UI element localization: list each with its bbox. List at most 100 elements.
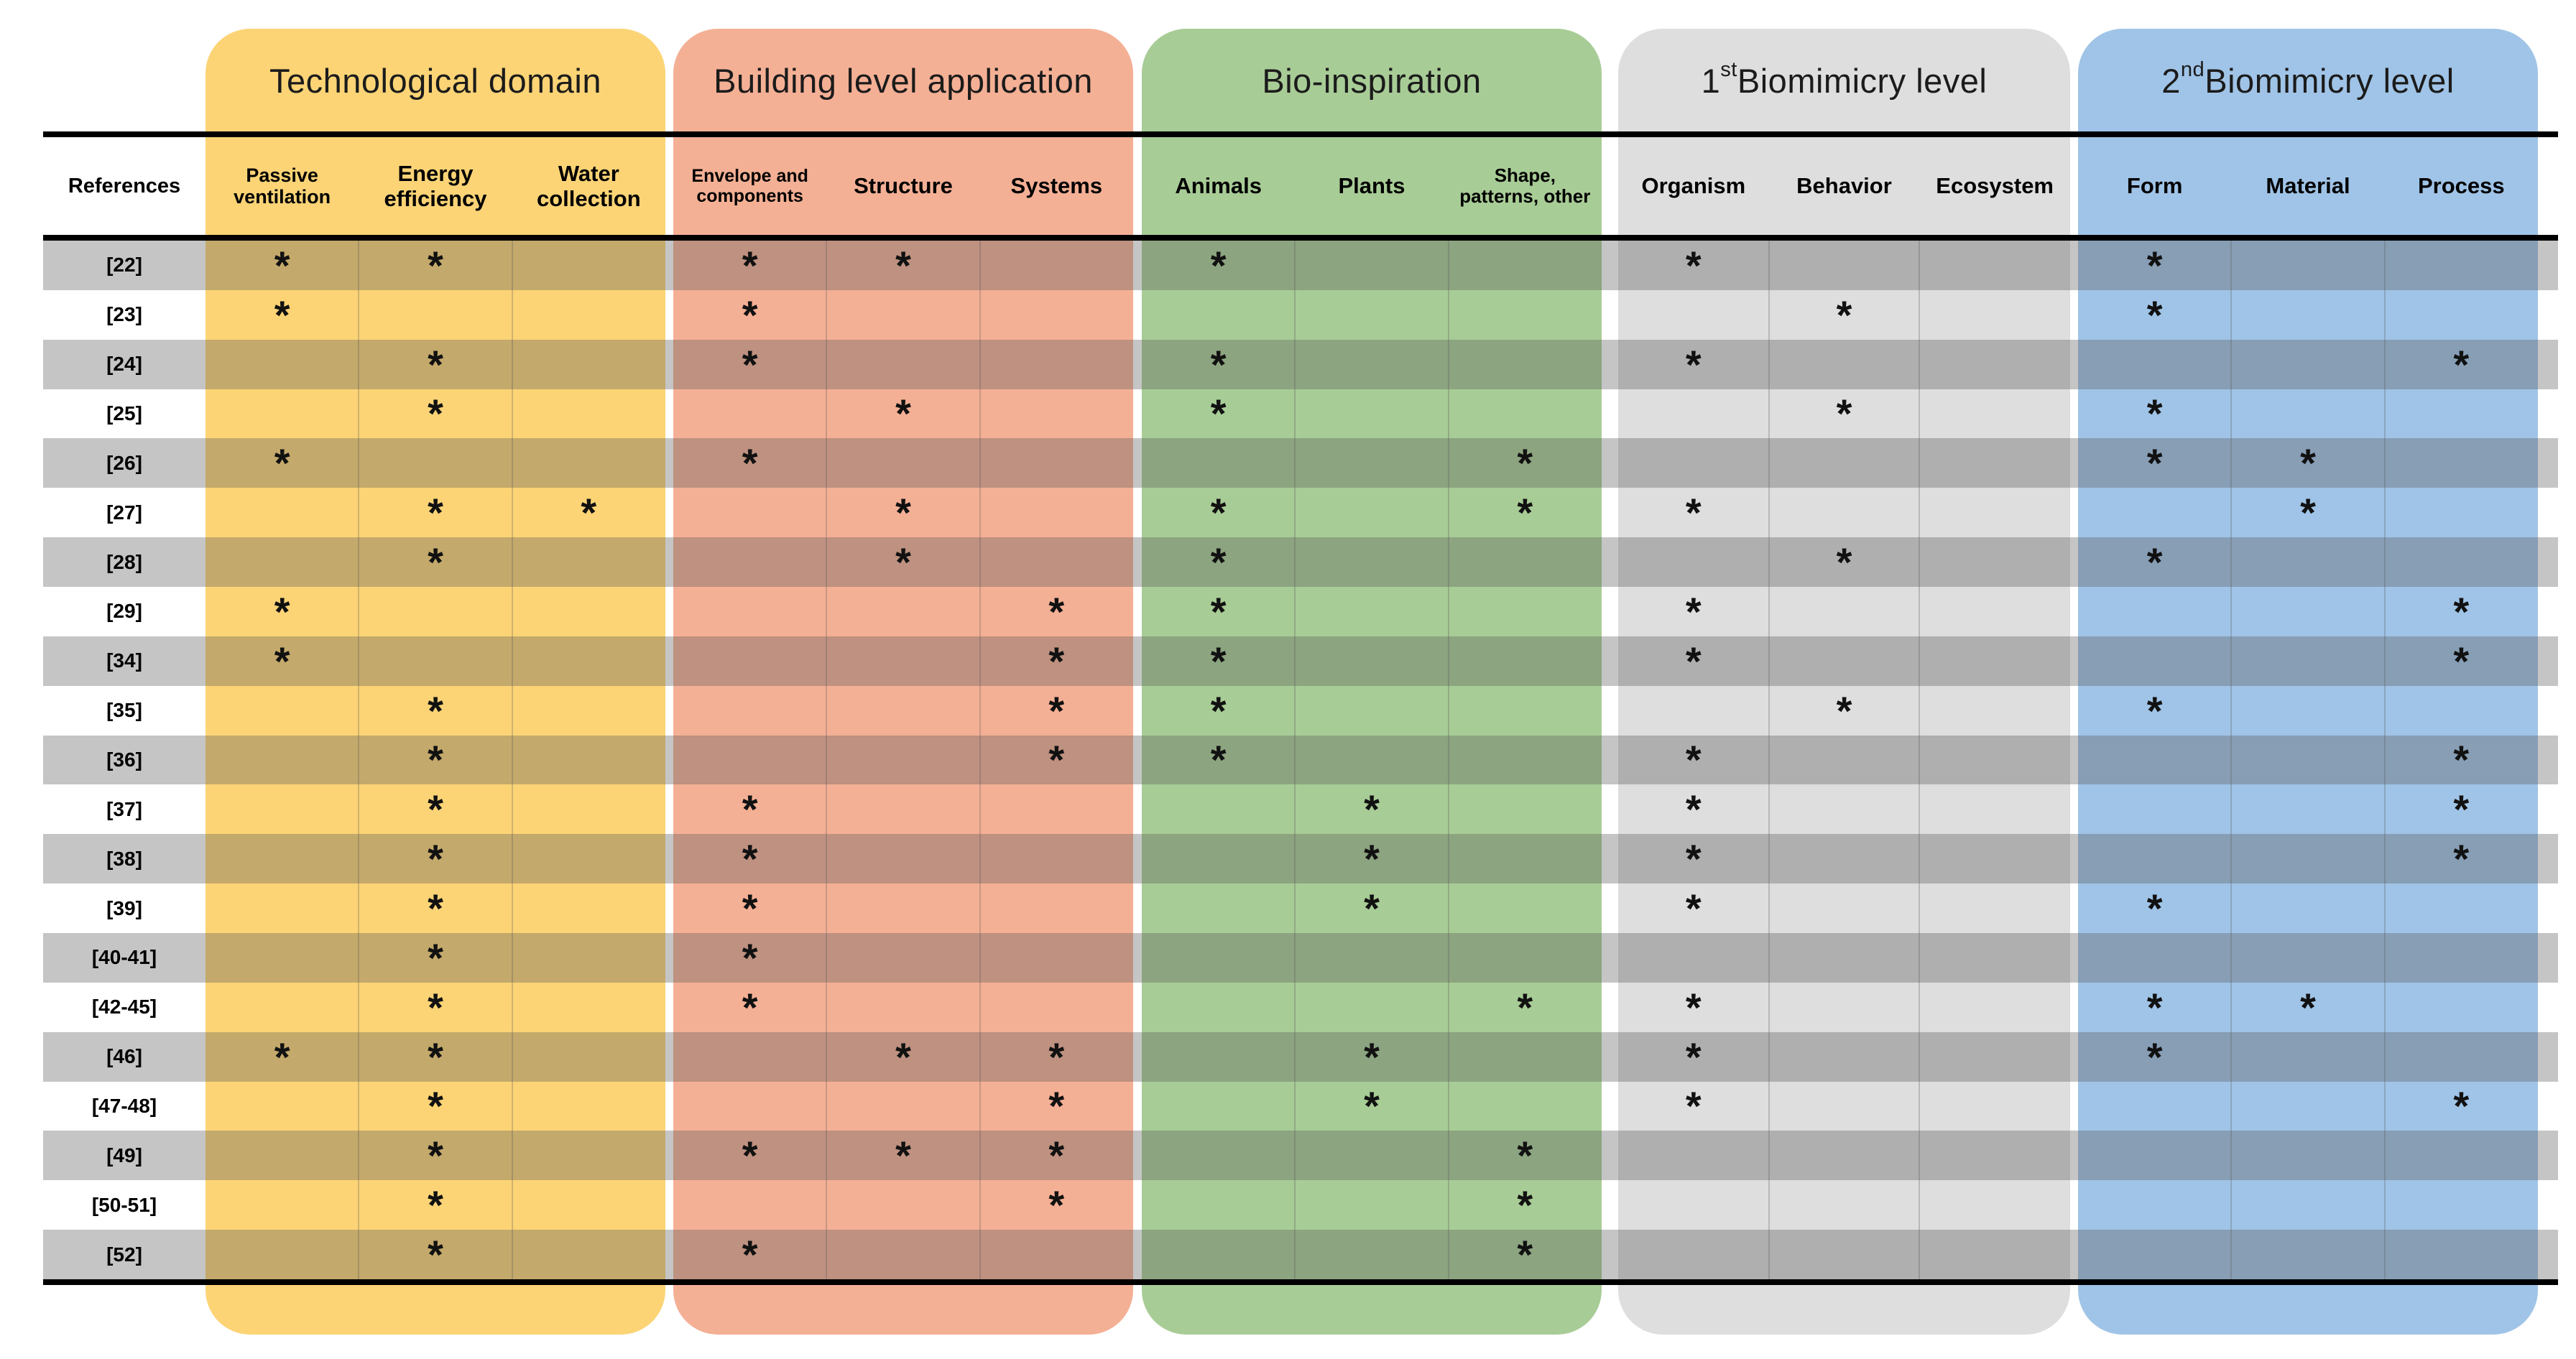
mark-cell: * bbox=[1364, 886, 1380, 932]
group-pill-technological-domain bbox=[206, 29, 665, 1335]
mark-cell: * bbox=[1517, 440, 1533, 486]
mark-cell: * bbox=[2453, 341, 2470, 387]
reference-label: [26] bbox=[106, 451, 142, 474]
mark-cell: * bbox=[1364, 1034, 1380, 1080]
row-stripe bbox=[43, 1031, 2558, 1082]
mark-cell: * bbox=[1364, 787, 1380, 832]
column-separator bbox=[979, 241, 981, 1279]
mark-cell: * bbox=[581, 490, 597, 536]
mark-cell: * bbox=[274, 292, 290, 338]
row-stripe bbox=[43, 438, 2558, 488]
mark-cell: * bbox=[742, 292, 758, 338]
mark-cell: * bbox=[428, 737, 443, 783]
mark-cell: * bbox=[895, 242, 911, 288]
group-title-pre: 1 bbox=[1701, 61, 1721, 100]
group-pill-1-biomimicry-level bbox=[1618, 29, 2070, 1335]
mark-cell: * bbox=[895, 1034, 911, 1080]
mark-cell: * bbox=[1210, 341, 1227, 387]
reference-label: [38] bbox=[106, 847, 142, 870]
column-header-passive-ventilation: Passive ventilation bbox=[234, 164, 331, 208]
mark-cell: * bbox=[2453, 787, 2470, 832]
reference-label: [50-51] bbox=[91, 1193, 157, 1216]
mark-cell: * bbox=[428, 490, 443, 536]
column-header-organism: Organism bbox=[1641, 173, 1746, 199]
mark-cell: * bbox=[2146, 292, 2163, 338]
mark-cell: * bbox=[1210, 490, 1227, 536]
mark-cell: * bbox=[1685, 787, 1702, 832]
mark-cell: * bbox=[1210, 737, 1227, 783]
mark-cell: * bbox=[274, 440, 290, 486]
mark-cell: * bbox=[1210, 588, 1227, 634]
column-header-water-collection: Water collection bbox=[536, 160, 641, 211]
group-title-post: Biomimicry level bbox=[1737, 61, 1988, 100]
mark-cell: * bbox=[2453, 638, 2470, 684]
group-title-sup: nd bbox=[2180, 57, 2205, 81]
mark-cell: * bbox=[1048, 1083, 1065, 1129]
reference-label: [22] bbox=[106, 254, 142, 277]
mark-cell: * bbox=[1210, 539, 1227, 585]
mark-cell: * bbox=[1836, 391, 1852, 437]
mark-cell: * bbox=[428, 1034, 443, 1080]
mark-cell: * bbox=[1685, 984, 1702, 1030]
mark-cell: * bbox=[428, 687, 443, 733]
mark-cell: * bbox=[1517, 984, 1533, 1030]
row-stripe bbox=[43, 636, 2558, 686]
column-header-shape-patterns-other: Shape, patterns, other bbox=[1459, 164, 1591, 207]
group-title-pre: 2 bbox=[2161, 61, 2181, 100]
table-rule-top bbox=[43, 131, 2558, 137]
column-header-plants: Plants bbox=[1338, 173, 1405, 199]
mark-cell: * bbox=[1836, 687, 1852, 733]
mark-cell: * bbox=[428, 539, 443, 585]
group-title-building-level-application: Building level application bbox=[673, 45, 1133, 116]
column-header-material: Material bbox=[2266, 173, 2350, 199]
mark-cell: * bbox=[2146, 391, 2163, 437]
reference-label: [47-48] bbox=[91, 1094, 157, 1117]
mark-cell: * bbox=[1685, 1034, 1702, 1080]
mark-cell: * bbox=[2146, 687, 2163, 733]
row-stripe bbox=[43, 1230, 2558, 1279]
group-title-sup: st bbox=[1720, 57, 1737, 81]
reference-label: [25] bbox=[106, 402, 142, 425]
row-stripe bbox=[43, 932, 2558, 983]
mark-cell: * bbox=[1210, 242, 1227, 288]
mark-cell: * bbox=[428, 787, 443, 832]
column-header-structure: Structure bbox=[854, 173, 953, 199]
mark-cell: * bbox=[2453, 836, 2470, 882]
column-header-behavior: Behavior bbox=[1796, 173, 1892, 199]
row-stripe bbox=[43, 735, 2558, 785]
mark-cell: * bbox=[742, 440, 758, 486]
mark-cell: * bbox=[742, 787, 758, 832]
mark-cell: * bbox=[2453, 588, 2470, 634]
table-rule-bottom bbox=[43, 1279, 2558, 1285]
mark-cell: * bbox=[2300, 984, 2316, 1030]
mark-cell: * bbox=[428, 984, 443, 1030]
group-title-bio-inspiration: Bio-inspiration bbox=[1142, 45, 1602, 116]
column-header-energy-efficiency: Energy efficiency bbox=[384, 160, 487, 211]
mark-cell: * bbox=[742, 886, 758, 932]
reference-label: [34] bbox=[106, 649, 142, 672]
mark-cell: * bbox=[2300, 440, 2316, 486]
group-title-technological-domain: Technological domain bbox=[206, 45, 665, 116]
mark-cell: * bbox=[1685, 242, 1702, 288]
mark-cell: * bbox=[2300, 490, 2316, 536]
mark-cell: * bbox=[1048, 1182, 1065, 1228]
mark-cell: * bbox=[1210, 687, 1227, 733]
mark-cell: * bbox=[1048, 1034, 1065, 1080]
mark-cell: * bbox=[1685, 341, 1702, 387]
mark-cell: * bbox=[1685, 1083, 1702, 1129]
mark-cell: * bbox=[428, 934, 443, 980]
mark-cell: * bbox=[1048, 1133, 1065, 1179]
reference-label: [40-41] bbox=[91, 946, 157, 969]
column-separator bbox=[2230, 241, 2233, 1279]
reference-label: [23] bbox=[106, 303, 142, 326]
mark-cell: * bbox=[1685, 588, 1702, 634]
mark-cell: * bbox=[274, 1034, 290, 1080]
mark-cell: * bbox=[2146, 1034, 2163, 1080]
mark-cell: * bbox=[428, 391, 443, 437]
column-separator bbox=[1447, 241, 1449, 1279]
mark-cell: * bbox=[1517, 1182, 1533, 1228]
mark-cell: * bbox=[742, 836, 758, 882]
mark-cell: * bbox=[895, 1133, 911, 1179]
row-stripe bbox=[43, 241, 2558, 290]
